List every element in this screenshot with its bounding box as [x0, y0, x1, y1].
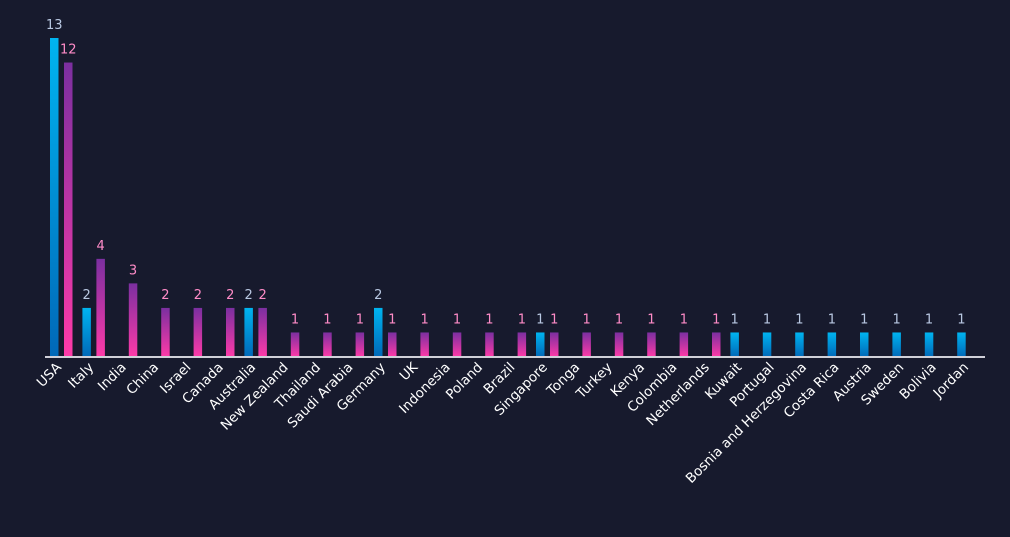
bar-series2: [323, 332, 332, 357]
x-tick-label: Italy: [65, 360, 97, 392]
data-label: 1: [680, 312, 688, 327]
data-label: 2: [245, 288, 253, 303]
data-label: 3: [129, 263, 137, 278]
bar-series2: [128, 283, 138, 357]
data-label: 2: [259, 288, 267, 303]
bar-series2: [582, 332, 591, 357]
bar-series2: [226, 307, 235, 357]
data-label: 1: [893, 312, 901, 327]
data-label: 1: [925, 312, 933, 327]
bar-series2: [388, 332, 397, 357]
bar-series2: [258, 307, 267, 357]
bar-series1: [244, 307, 253, 357]
x-tick-label: UK: [397, 359, 422, 384]
data-label: 1: [795, 312, 803, 327]
data-label: 1: [421, 312, 429, 327]
data-label: 1: [731, 312, 739, 327]
data-label: 1: [763, 312, 771, 327]
data-label: 1: [323, 312, 331, 327]
data-label: 1: [550, 312, 558, 327]
bar-series1: [957, 332, 966, 357]
data-label: 1: [388, 312, 396, 327]
data-label: 1: [615, 312, 623, 327]
bar-series1: [374, 307, 383, 357]
data-label: 1: [828, 312, 836, 327]
x-tick-label: USA: [34, 359, 66, 391]
bar-series2: [290, 332, 300, 357]
bar-series1: [536, 332, 545, 357]
data-label: 13: [46, 18, 63, 33]
bar-series2: [485, 332, 494, 357]
bar-series2: [96, 258, 105, 357]
x-tick-label: China: [123, 360, 162, 399]
bar-series1: [50, 38, 59, 357]
x-tick-label: Poland: [443, 360, 486, 403]
data-label: 1: [957, 312, 965, 327]
bar-series2: [550, 332, 559, 357]
x-tick-label: Bolivia: [896, 360, 939, 403]
data-label: 2: [374, 288, 382, 303]
data-label: 2: [226, 288, 234, 303]
bar-series1: [795, 332, 804, 357]
data-label: 1: [453, 312, 461, 327]
x-tick-label: Turkey: [573, 360, 616, 403]
data-label: 1: [860, 312, 868, 327]
data-label: 1: [518, 312, 526, 327]
bar-series2: [161, 307, 170, 357]
data-label: 1: [356, 312, 364, 327]
bar-series2: [193, 307, 203, 357]
bars-group: [50, 38, 966, 358]
bar-series2: [452, 332, 462, 357]
data-label: 2: [83, 288, 91, 303]
labels-group: 1312USA24Italy3India2China2Israel2Canada…: [34, 18, 972, 487]
data-label: 1: [291, 312, 299, 327]
data-label: 12: [60, 43, 77, 58]
bar-series1: [892, 332, 901, 357]
data-label: 2: [194, 288, 202, 303]
data-label: 1: [712, 312, 720, 327]
bar-series2: [64, 62, 73, 358]
x-tick-label: Jordan: [930, 360, 972, 402]
bar-series1: [82, 307, 91, 357]
bar-series1: [924, 332, 934, 357]
bar-series2: [614, 332, 624, 357]
bar-series2: [647, 332, 656, 357]
bar-series2: [712, 332, 721, 357]
bar-series1: [860, 332, 869, 357]
bar-series2: [517, 332, 527, 357]
bar-series2: [355, 332, 365, 357]
bar-series1: [730, 332, 739, 357]
bar-series1: [762, 332, 772, 357]
data-label: 1: [485, 312, 493, 327]
data-label: 1: [583, 312, 591, 327]
data-label: 1: [647, 312, 655, 327]
data-label: 2: [161, 288, 169, 303]
data-label: 1: [536, 312, 544, 327]
data-label: 4: [97, 239, 105, 254]
bar-series2: [420, 332, 429, 357]
bar-series1: [827, 332, 837, 357]
bar-series2: [679, 332, 689, 357]
